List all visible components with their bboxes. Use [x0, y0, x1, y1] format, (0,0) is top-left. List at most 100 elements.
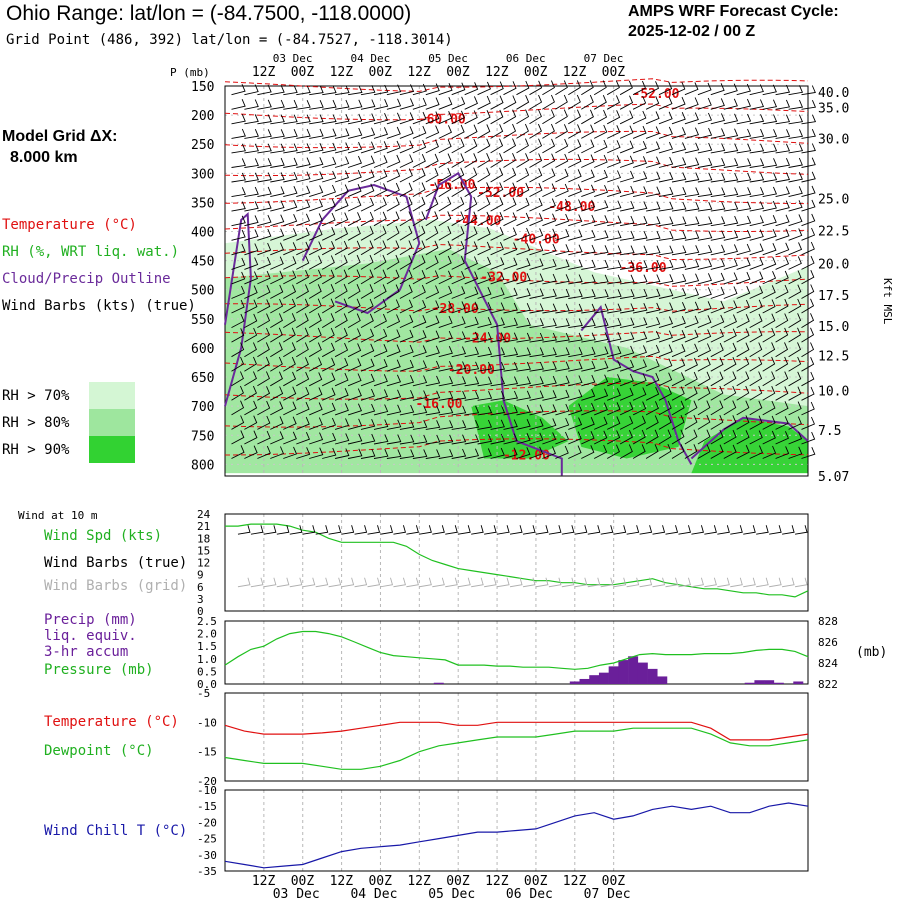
- wind-barb: [244, 114, 259, 125]
- wind-barb: [231, 172, 246, 183]
- wind-barb: [451, 196, 465, 212]
- wind-barb: [607, 125, 621, 139]
- wind-barb: [322, 184, 337, 198]
- wind-barb: [632, 387, 647, 401]
- wind-barb: [516, 242, 531, 256]
- wind-barb: [749, 342, 763, 358]
- wind-barb: [360, 99, 376, 110]
- wind-barb: [270, 157, 285, 168]
- wind-barb: [283, 284, 297, 299]
- wind-barb: [568, 403, 583, 416]
- wind-barb: [334, 283, 348, 299]
- wind-barb: [658, 156, 674, 168]
- wind-barb: [775, 371, 789, 387]
- wind-barb: [347, 269, 361, 285]
- wind-barb: [684, 329, 699, 343]
- wind-barb: [581, 109, 594, 125]
- wind-barb: [736, 172, 752, 183]
- wind-barb: [710, 300, 725, 314]
- wind-barb: [360, 155, 375, 168]
- wind-barb: [723, 143, 739, 154]
- wind-barb: [399, 168, 413, 183]
- wind-barb: [620, 230, 635, 241]
- wind-barb: [749, 143, 765, 154]
- temperature-contour-label: -40.00: [513, 233, 560, 248]
- wind-barb: [788, 186, 803, 198]
- wind-barb: [373, 113, 389, 125]
- wind-barb: [607, 374, 622, 387]
- wind-barb: [671, 429, 685, 445]
- wind-barb: [516, 182, 530, 197]
- legend-rh90: RH > 90%: [2, 442, 70, 458]
- wind-barb: [542, 418, 557, 430]
- wind-barb-grid: [496, 577, 510, 588]
- wind-barb: [516, 361, 531, 372]
- wind-barb: [386, 419, 402, 430]
- temperature-line: [224, 721, 809, 741]
- wind-barb: [749, 285, 764, 299]
- windchill-y-tick-label: -35: [197, 865, 217, 878]
- wind-barb: [360, 113, 376, 125]
- wind-barb: [788, 172, 803, 183]
- wind-barb: [749, 371, 763, 387]
- wind-barb: [684, 216, 700, 227]
- x-tick-label-top: 00Z: [602, 65, 626, 80]
- wind-barb: [645, 344, 660, 358]
- wind-barb: [658, 171, 674, 183]
- wind-barb: [231, 415, 245, 430]
- wind-barb: [322, 226, 336, 241]
- wind-barb: [788, 446, 803, 459]
- x-date-label-bottom: 04 Dec: [350, 887, 397, 900]
- wind-barb: [723, 429, 737, 445]
- wind-barb: [749, 271, 764, 285]
- wind-barb: [594, 416, 608, 430]
- wind-barb: [684, 142, 700, 154]
- wind-barb: [334, 357, 349, 372]
- wind-barb: [309, 185, 324, 198]
- wind-barb: [645, 302, 661, 314]
- wind-barb: [736, 342, 750, 358]
- wind-barb: [555, 274, 570, 285]
- isotherm-line: [224, 158, 809, 177]
- wind-barb: [581, 402, 596, 416]
- wind-barb: [464, 316, 479, 329]
- wind-barb: [632, 171, 648, 183]
- wind-barb: [296, 432, 311, 445]
- wind-barb: [412, 182, 426, 197]
- wind-barb: [697, 201, 713, 212]
- wind-barb: [477, 256, 492, 270]
- wind-barb: [736, 158, 752, 168]
- wind-barb: [322, 156, 337, 168]
- wind-barb: [788, 242, 803, 256]
- wind-barb: [244, 313, 258, 328]
- wind-barb: [464, 110, 478, 125]
- wind-barb: [736, 98, 752, 110]
- wind-barb: [516, 167, 530, 183]
- wind-barb: [684, 187, 700, 198]
- wind-barb: [749, 356, 763, 372]
- wind-barb: [412, 330, 427, 343]
- wind-barb: [257, 84, 272, 96]
- wind-barb: [529, 318, 544, 329]
- wind-barb: [399, 344, 414, 358]
- grid-point-subtitle: Grid Point (486, 392) lat/lon = (-84.752…: [6, 32, 453, 48]
- wind-barb: [270, 85, 285, 96]
- wind-barb: [270, 256, 284, 270]
- wind-barb: [775, 270, 789, 285]
- wind-barb: [244, 257, 259, 270]
- wind-barb: [438, 182, 452, 197]
- wind-barb-true: [393, 525, 406, 535]
- wind-barb: [762, 356, 776, 372]
- y-tick-label: 400: [191, 226, 214, 241]
- wind-barb: [555, 347, 570, 358]
- wind-barb: [516, 317, 531, 329]
- wind-barb: [309, 227, 323, 241]
- wind-barb: [347, 284, 361, 299]
- wind-barb: [555, 183, 569, 198]
- wind-barb: [619, 373, 634, 387]
- wind-barb: [309, 157, 324, 168]
- forecast-cycle-value: 2025-12-02 / 00 Z: [628, 23, 756, 40]
- wind-barb: [425, 300, 440, 314]
- wind-barb: [412, 270, 426, 285]
- wind-barb: [723, 272, 738, 285]
